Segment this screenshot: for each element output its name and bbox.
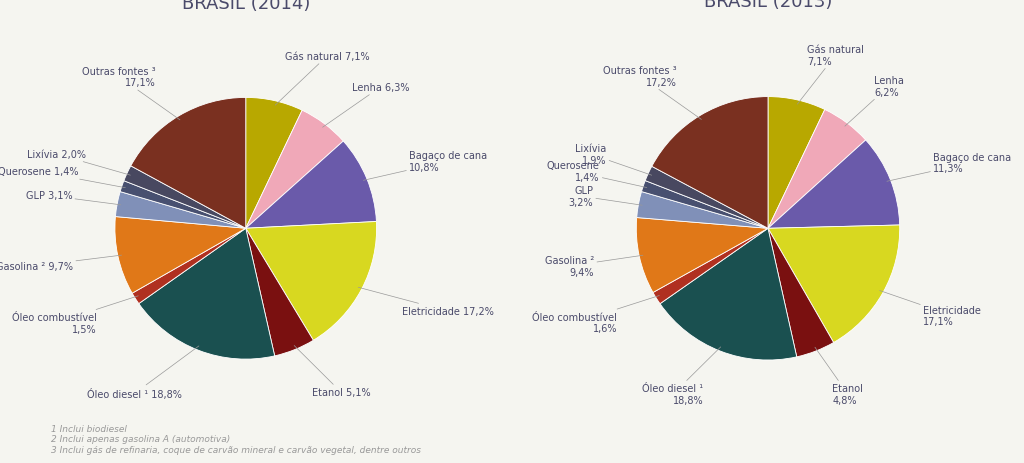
Wedge shape xyxy=(120,181,246,229)
Text: Óleo diesel ¹
18,8%: Óleo diesel ¹ 18,8% xyxy=(642,347,721,405)
Wedge shape xyxy=(641,181,768,229)
Wedge shape xyxy=(653,229,768,304)
Wedge shape xyxy=(645,167,768,229)
Wedge shape xyxy=(768,110,865,229)
Title: BRASIL (2014): BRASIL (2014) xyxy=(181,0,310,13)
Wedge shape xyxy=(768,229,834,357)
Wedge shape xyxy=(246,98,302,229)
Text: GLP
3,2%: GLP 3,2% xyxy=(568,186,642,207)
Text: Bagaço de cana
11,3%: Bagaço de cana 11,3% xyxy=(887,152,1012,182)
Text: Lixívia 2,0%: Lixívia 2,0% xyxy=(27,150,130,176)
Text: Lenha 6,3%: Lenha 6,3% xyxy=(323,83,410,128)
Text: 1 Inclui biodiesel
2 Inclui apenas gasolina A (automotiva)
3 Inclui gás de refin: 1 Inclui biodiesel 2 Inclui apenas gasol… xyxy=(51,424,421,454)
Text: Etanol
4,8%: Etanol 4,8% xyxy=(815,347,863,405)
Text: Lenha
6,2%: Lenha 6,2% xyxy=(845,76,904,127)
Text: Eletricidade
17,1%: Eletricidade 17,1% xyxy=(880,291,981,326)
Text: Etanol 5,1%: Etanol 5,1% xyxy=(294,346,371,397)
Wedge shape xyxy=(139,229,274,359)
Wedge shape xyxy=(246,229,313,356)
Text: Outras fontes ³
17,1%: Outras fontes ³ 17,1% xyxy=(82,67,180,120)
Wedge shape xyxy=(131,98,246,229)
Wedge shape xyxy=(768,141,900,229)
Wedge shape xyxy=(768,225,900,343)
Text: GLP 3,1%: GLP 3,1% xyxy=(26,191,121,206)
Wedge shape xyxy=(652,97,768,229)
Text: Bagaço de cana
10,8%: Bagaço de cana 10,8% xyxy=(364,151,487,181)
Text: Óleo combustível
1,5%: Óleo combustível 1,5% xyxy=(12,296,138,334)
Wedge shape xyxy=(246,142,377,229)
Wedge shape xyxy=(246,222,377,341)
Text: Eletricidade 17,2%: Eletricidade 17,2% xyxy=(358,288,494,316)
Wedge shape xyxy=(768,97,824,229)
Wedge shape xyxy=(124,167,246,229)
Wedge shape xyxy=(246,111,343,229)
Text: Óleo combustível
1,6%: Óleo combustível 1,6% xyxy=(532,296,659,334)
Text: Querosene
1,4%: Querosene 1,4% xyxy=(547,161,647,188)
Text: Outras fontes ³
17,2%: Outras fontes ³ 17,2% xyxy=(603,66,701,120)
Text: Gasolina ²
9,4%: Gasolina ² 9,4% xyxy=(545,256,643,277)
Text: Gasolina ² 9,7%: Gasolina ² 9,7% xyxy=(0,256,122,271)
Title: BRASIL (2013): BRASIL (2013) xyxy=(703,0,833,12)
Text: Gás natural 7,1%: Gás natural 7,1% xyxy=(275,52,370,106)
Wedge shape xyxy=(115,217,246,294)
Wedge shape xyxy=(637,192,768,229)
Text: Gás natural
7,1%: Gás natural 7,1% xyxy=(798,45,864,105)
Wedge shape xyxy=(116,192,246,229)
Wedge shape xyxy=(660,229,797,360)
Text: Óleo diesel ¹ 18,8%: Óleo diesel ¹ 18,8% xyxy=(87,346,199,399)
Text: Lixívia
1,9%: Lixívia 1,9% xyxy=(575,144,651,176)
Wedge shape xyxy=(636,218,768,293)
Wedge shape xyxy=(132,229,246,304)
Text: Querosene 1,4%: Querosene 1,4% xyxy=(0,167,125,188)
